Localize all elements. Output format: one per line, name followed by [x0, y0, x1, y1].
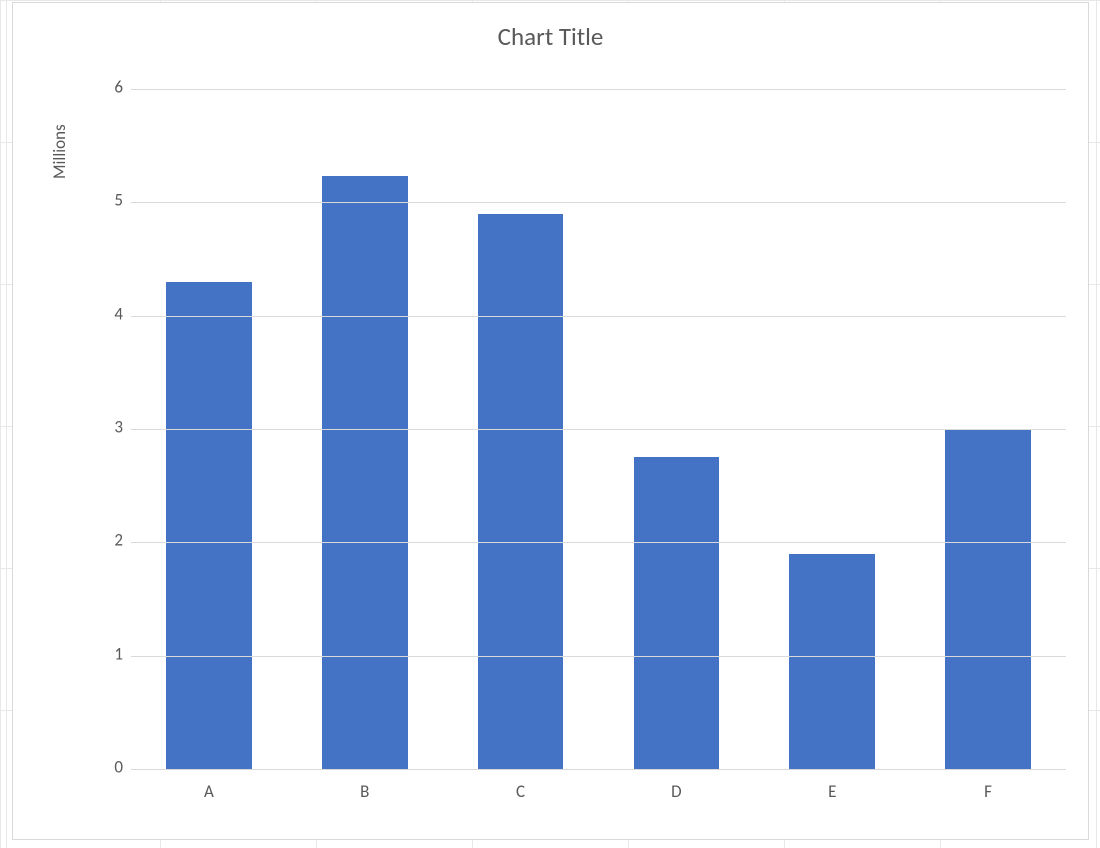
x-tick-label: F	[984, 781, 992, 802]
bar	[789, 554, 875, 769]
gridline	[131, 202, 1066, 203]
chart-title: Chart Title	[13, 21, 1088, 52]
gridline	[131, 89, 1066, 90]
bar	[478, 214, 564, 769]
x-tick-label: D	[671, 781, 681, 802]
bar	[634, 457, 720, 769]
gridline	[131, 656, 1066, 657]
y-tick-label: 1	[83, 643, 123, 664]
x-tick-label: C	[516, 781, 525, 802]
x-tick-label: E	[828, 781, 836, 802]
gridline	[131, 542, 1066, 543]
bar	[166, 282, 252, 769]
gridline	[131, 429, 1066, 430]
y-tick-label: 5	[83, 190, 123, 211]
x-tick-label: A	[204, 781, 214, 802]
bar	[945, 429, 1031, 769]
gridline	[131, 316, 1066, 317]
y-axis-title: Millions	[49, 124, 70, 179]
y-tick-label: 6	[83, 77, 123, 98]
x-tick-label: B	[360, 781, 369, 802]
chart-frame: Chart Title Millions 0 1 2 3 4 5 6 A B C D E F	[12, 2, 1089, 840]
y-tick-label: 4	[83, 303, 123, 324]
plot-area	[131, 89, 1066, 769]
bar	[322, 176, 408, 769]
y-tick-label: 3	[83, 417, 123, 438]
y-tick-label: 0	[83, 757, 123, 778]
y-tick-label: 2	[83, 530, 123, 551]
gridline	[131, 769, 1066, 770]
